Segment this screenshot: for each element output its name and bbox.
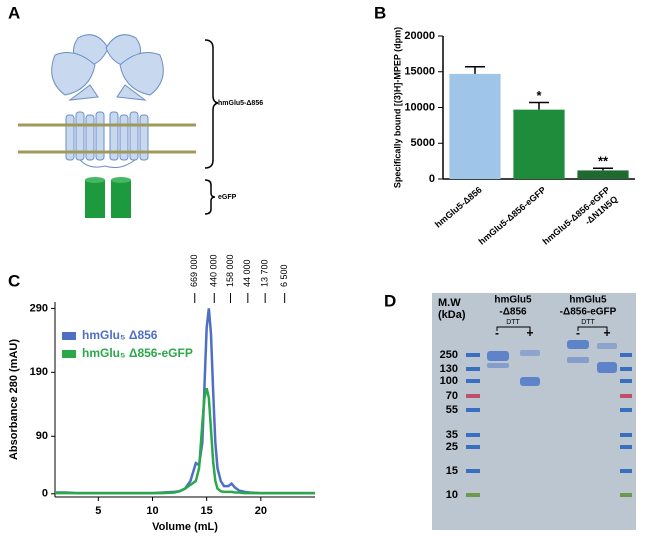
- legend-label: hmGlu₅ Δ856: [82, 328, 158, 342]
- y-tick-label: 0: [42, 488, 48, 500]
- ladder-band: [620, 408, 632, 412]
- ladder-label: 100: [440, 375, 458, 387]
- y-tick-label: 10000: [404, 101, 435, 113]
- x-axis-label: Volume (mL): [152, 521, 218, 533]
- trace: [55, 388, 315, 495]
- panel-label: D: [384, 291, 396, 310]
- y-tick-label: 20000: [404, 30, 435, 42]
- ladder-band: [620, 367, 632, 371]
- sample-bands: [487, 340, 617, 386]
- bar: [513, 109, 565, 179]
- construct-label: hmGlu5-Δ856: [218, 100, 263, 107]
- x-tick-label: 20: [255, 505, 267, 517]
- group-label: hmGlu5: [569, 295, 607, 306]
- y-tick-label: 290: [30, 302, 48, 314]
- size-marker-label: 44 000: [242, 259, 252, 287]
- ladder-band: [466, 469, 480, 473]
- legend-swatch: [62, 332, 76, 340]
- bar: [577, 170, 629, 179]
- mw-label: M.W: [438, 297, 461, 309]
- panel-label: A: [8, 3, 20, 22]
- ladder-label: 15: [446, 465, 458, 477]
- y-tick-label: 5000: [411, 137, 435, 149]
- error-bar: [465, 65, 485, 74]
- significance: **: [598, 154, 609, 169]
- reagent-label: DTT: [581, 319, 595, 326]
- legend-label: hmGlu₅ Δ856-eGFP: [82, 346, 193, 360]
- lane-bracket: [496, 326, 531, 331]
- ladder-band: [466, 445, 480, 449]
- x-tick-label: hmGlu5-Δ856-eGFP: [477, 185, 548, 247]
- ladder-band: [466, 394, 480, 398]
- ladder-band: [620, 394, 632, 398]
- bracket: [204, 39, 219, 169]
- y-axis-label: Absorbance 280 (mAU): [8, 339, 20, 460]
- legend-swatch: [62, 350, 76, 358]
- size-marker-label: 13 700: [260, 259, 270, 287]
- reagent-label: DTT: [506, 319, 520, 326]
- error-bar: [529, 101, 549, 110]
- lane-label: -: [576, 326, 580, 340]
- group-label: -Δ856: [499, 307, 527, 318]
- ladder-label: 25: [446, 441, 458, 453]
- x-tick-label: 5: [95, 505, 101, 517]
- significance: *: [536, 88, 542, 103]
- y-axis-label: Specifically bound [(3)H]-MPEP (dpm): [392, 27, 402, 188]
- ladder-band: [620, 493, 632, 497]
- ladder-label: 10: [446, 489, 458, 501]
- lane-bracket: [577, 326, 608, 331]
- receptor-diagram: [51, 34, 164, 168]
- ladder-label: 55: [446, 404, 458, 416]
- x-tick-label: hmGlu5-Δ856: [433, 185, 484, 230]
- lane-label: +: [603, 326, 610, 340]
- panel-label: C: [8, 271, 20, 290]
- y-tick-label: 0: [429, 173, 435, 185]
- y-tick-label: 15000: [404, 66, 435, 78]
- group-label: -Δ856-eGFP: [560, 307, 617, 318]
- tag-label: eGFP: [218, 194, 237, 201]
- ladder-band: [620, 469, 632, 473]
- size-marker-label: 669 000: [189, 254, 199, 287]
- y-tick-label: 90: [36, 430, 48, 442]
- ladder-band: [466, 493, 480, 497]
- egfp-barrels: [85, 177, 131, 218]
- error-bar: [593, 167, 613, 171]
- y-tick-label: 190: [30, 366, 48, 378]
- group-label: hmGlu5: [494, 295, 532, 306]
- size-marker-label: 440 000: [209, 254, 219, 287]
- x-tick-label: 15: [201, 505, 213, 517]
- x-tick-label: 10: [146, 505, 158, 517]
- panel-label: B: [374, 3, 386, 22]
- ladder-band: [620, 353, 632, 357]
- ladder-band: [466, 379, 480, 383]
- ladder-band: [620, 379, 632, 383]
- ladder-label: 70: [446, 390, 458, 402]
- ladder-band: [466, 408, 480, 412]
- ladder-band: [466, 353, 480, 357]
- ladder-band: [466, 367, 480, 371]
- lane-label: +: [526, 326, 533, 340]
- size-marker-label: 6 500: [279, 264, 289, 287]
- lane-label: -: [495, 326, 499, 340]
- ladder-label: 250: [440, 349, 458, 361]
- ladder-band: [620, 445, 632, 449]
- ladder-label: 130: [440, 363, 458, 375]
- ladder-label: 35: [446, 429, 458, 441]
- bar: [449, 73, 501, 179]
- bracket: [204, 179, 216, 215]
- ladder-band: [620, 433, 632, 437]
- mw-label: (kDa): [438, 309, 466, 321]
- size-marker-label: 158 000: [225, 254, 235, 287]
- ladder-band: [466, 433, 480, 437]
